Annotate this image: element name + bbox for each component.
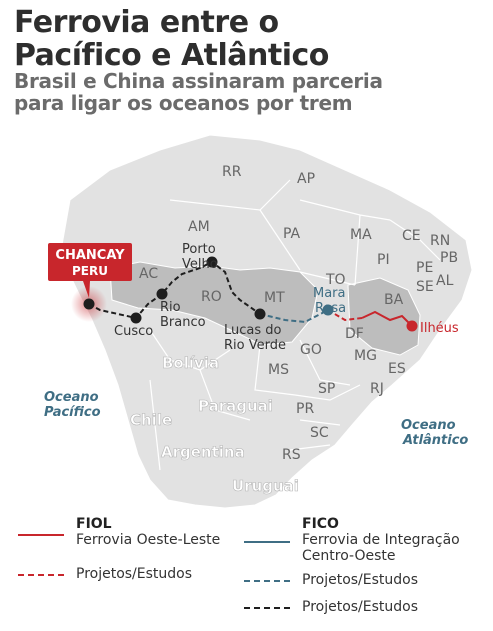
state-label-es: ES	[388, 361, 406, 377]
state-label-rj: RJ	[370, 381, 384, 397]
country-label-uruguai: Uruguai	[232, 477, 299, 495]
legend-fico: FICO Ferrovia de Integração Centro-Oeste	[302, 516, 460, 564]
legend-fiol-desc: Ferrovia Oeste-Leste	[76, 532, 221, 548]
state-label-pa: PA	[283, 226, 301, 242]
highlighted-corridor-west	[109, 261, 319, 346]
state-label-am: AM	[188, 219, 210, 235]
legend-fiol-projects: Projetos/Estudos	[76, 566, 193, 582]
state-label-sc: SC	[310, 425, 329, 441]
state-label-pi: PI	[377, 252, 390, 268]
ocean-label-pacific-1: Oceano	[44, 390, 99, 405]
country-label-bolivia: Bolívia	[162, 354, 219, 372]
legend-swatch-black-projects	[244, 607, 290, 609]
state-borders	[149, 179, 441, 471]
city-label-porto-velho-2: Velho	[182, 257, 218, 272]
state-label-pr: PR	[296, 401, 314, 417]
state-label-ms: MS	[268, 362, 289, 378]
legend-fico-title: FICO	[302, 516, 339, 532]
chancay-callout: CHANCAY PERU	[48, 243, 132, 298]
legend-fiol: FIOL Ferrovia Oeste-Leste	[76, 516, 220, 548]
legend-fico-desc-2: Centro-Oeste	[302, 548, 396, 564]
state-label-mt: MT	[264, 290, 285, 306]
country-label-argentina: Argentina	[161, 443, 245, 461]
project-route-black	[88, 260, 261, 320]
country-label-chile: Chile	[130, 411, 172, 429]
fico-projects-line	[259, 309, 329, 324]
legend-fiol-title: FIOL	[76, 516, 112, 532]
ocean-label-pacific-2: Pacífico	[44, 405, 101, 420]
subtitle-line-2: para ligar os oceanos por trem	[14, 91, 353, 115]
state-label-ac: AC	[139, 266, 158, 282]
state-label-ap: AP	[297, 171, 315, 187]
state-label-sp: SP	[318, 381, 335, 397]
legend-fico-desc-1: Ferrovia de Integração	[302, 532, 460, 548]
state-label-rs: RS	[282, 447, 301, 463]
state-label-ba: BA	[384, 292, 404, 308]
page-subtitle: Brasil e China assinaram parceria para l…	[14, 70, 484, 114]
city-label-rio-branco-1: Rio	[160, 300, 181, 315]
city-label-lucas-1: Lucas do	[224, 323, 282, 338]
country-label-paraguai: Paraguai	[198, 397, 273, 415]
fiol-projects-line	[327, 309, 363, 322]
state-label-rr: RR	[222, 164, 242, 180]
city-label-mara-rosa-1: Mara	[313, 286, 346, 301]
state-label-pb: PB	[440, 250, 458, 266]
city-label-porto-velho-1: Porto	[182, 242, 216, 257]
state-label-go: GO	[300, 342, 322, 358]
state-label-rn: RN	[430, 233, 450, 249]
state-label-df: DF	[345, 326, 364, 342]
cusco-marker	[130, 312, 142, 324]
state-label-to: TO	[325, 272, 346, 288]
callout-line-2: PERU	[72, 264, 108, 278]
ocean-label-atlantic-1: Oceano	[401, 418, 456, 433]
city-label-lucas-2: Rio Verde	[224, 338, 286, 353]
page-title: Ferrovia entre o Pacífico e Atlântico	[14, 6, 484, 72]
state-label-pe: PE	[416, 260, 433, 276]
city-label-ilheus: Ilhéus	[420, 321, 459, 336]
legend-fico-projects: Projetos/Estudos	[302, 572, 419, 588]
state-label-mg: MG	[354, 348, 377, 364]
state-label-ro: RO	[201, 289, 222, 305]
legend-swatch-fico	[244, 541, 290, 543]
callout-line-1: CHANCAY	[55, 248, 125, 263]
state-label-al: AL	[436, 273, 454, 289]
fiol-line	[361, 310, 413, 327]
city-label-rio-branco-2: Branco	[160, 315, 206, 330]
title-line-1: Ferrovia entre o	[14, 5, 279, 40]
city-label-cusco: Cusco	[114, 324, 153, 339]
chancay-marker	[83, 298, 95, 310]
legend-black-projects: Projetos/Estudos	[302, 599, 419, 615]
state-label-se: SE	[416, 279, 434, 295]
mara-rosa-marker	[322, 304, 334, 316]
state-label-ce: CE	[402, 228, 421, 244]
lucas-do-rio-verde-marker	[254, 308, 266, 320]
ilheus-marker	[406, 320, 418, 332]
title-line-2: Pacífico e Atlântico	[14, 38, 329, 73]
legend-swatch-fico-projects	[244, 580, 290, 582]
state-label-ma: MA	[350, 227, 372, 243]
city-label-mara-rosa-2: Rosa	[315, 301, 346, 316]
ocean-label-atlantic-2: Atlântico	[402, 433, 468, 448]
railway-map: CHANCAY PERU RR AP AM PA MA CE RN PB PE …	[44, 134, 473, 509]
legend-swatch-fiol-projects	[18, 574, 64, 576]
legend-swatch-fiol	[18, 534, 64, 536]
porto-velho-marker	[206, 256, 218, 268]
subtitle-line-1: Brasil e China assinaram parceria	[14, 69, 383, 93]
rio-branco-marker	[156, 288, 168, 300]
